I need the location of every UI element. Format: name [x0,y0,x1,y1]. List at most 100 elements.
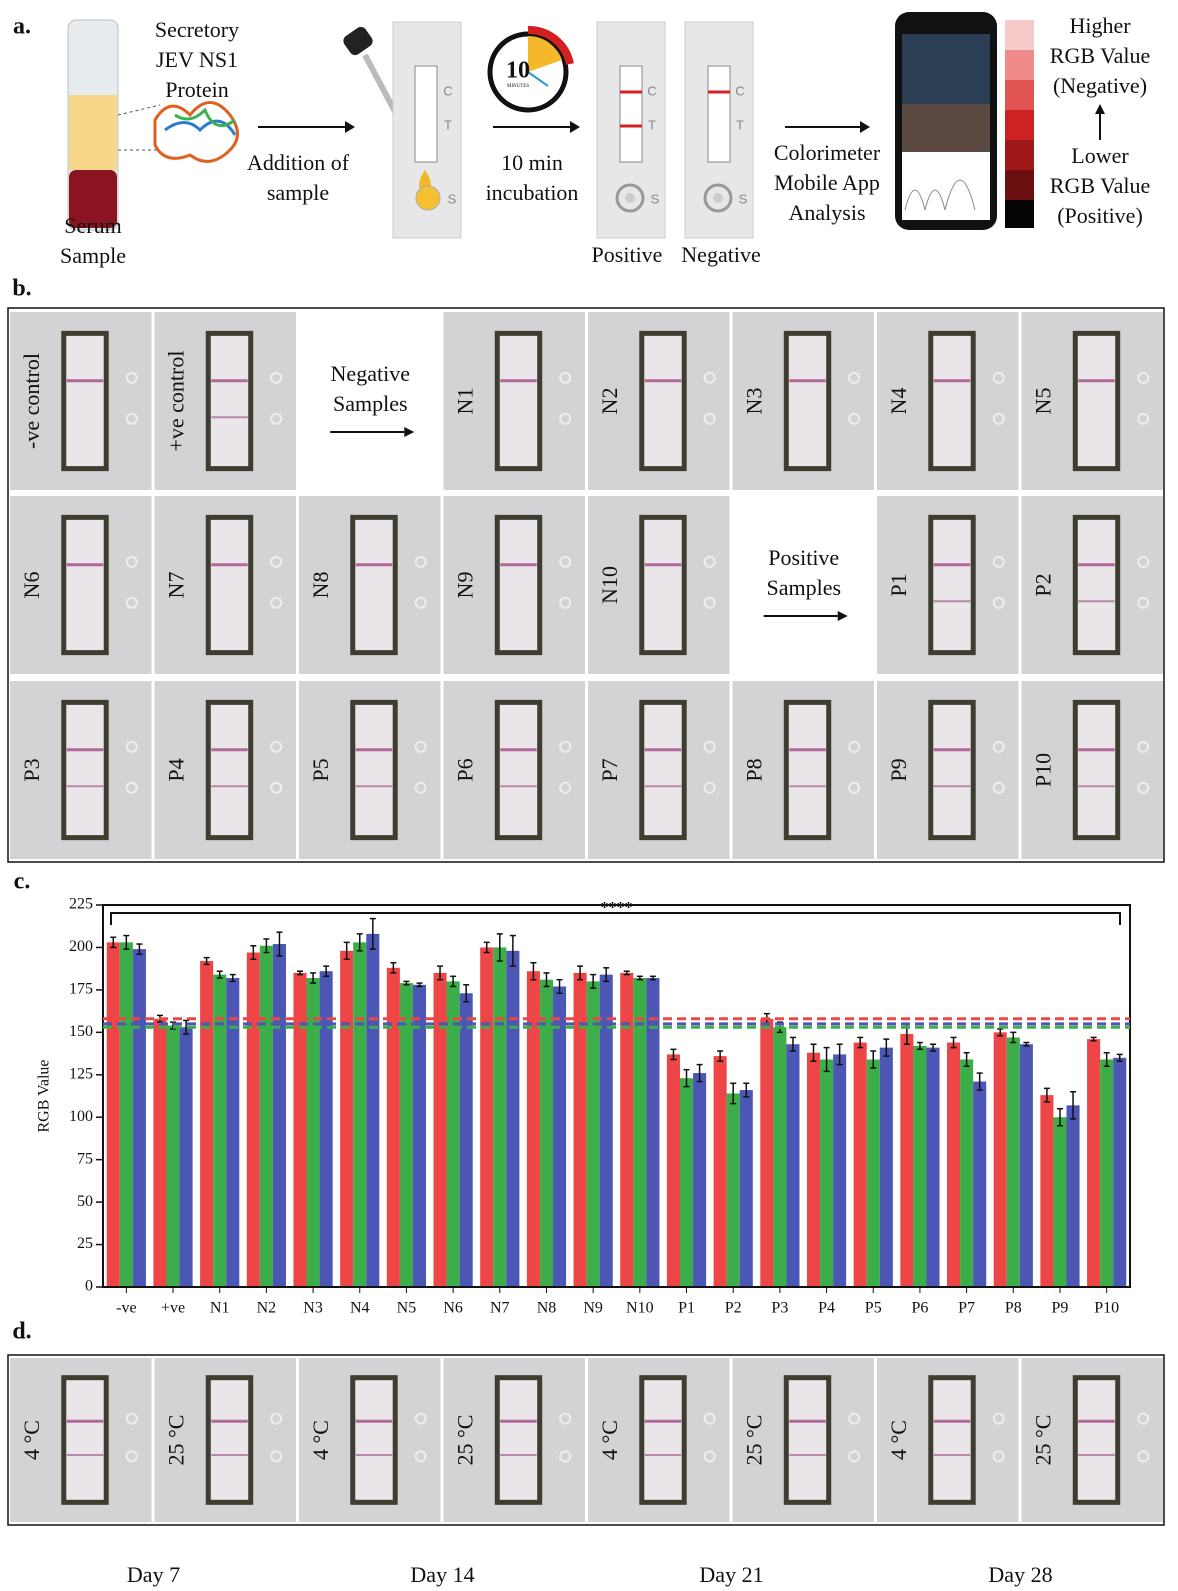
strip-mark [1137,412,1150,425]
bar [340,950,354,1287]
bar [226,978,240,1287]
strip-letter: S [739,191,748,206]
x-tick-label: N10 [626,1300,654,1317]
strip-mark [125,412,138,425]
strip-mark [1137,371,1150,384]
text: c. [14,869,31,895]
error-bar [509,934,516,967]
text: Samples [766,575,841,600]
text: Serum [64,213,121,238]
strip-mark [992,555,1005,568]
error-bar [110,936,117,949]
strip-window [783,1375,832,1505]
strip-mark [1137,1412,1150,1425]
strip-label: P10 [1031,753,1056,787]
bar [446,981,460,1287]
bar [319,971,333,1287]
strip-mark [992,781,1005,794]
x-tick-label: P5 [865,1300,882,1317]
strip-window [205,1375,254,1505]
error-bar [810,1043,817,1062]
bar [820,1059,834,1287]
strip-label: N4 [886,388,911,415]
error-bar [310,972,317,984]
strip-letter: T [648,117,656,132]
bar [760,1018,774,1287]
text: incubation [486,180,579,205]
bar [493,947,507,1287]
error-bar [450,975,457,988]
bar [306,978,320,1287]
bar [879,1047,893,1287]
text: Day 7 [127,1562,180,1587]
bar [553,986,567,1287]
x-tick-label: N4 [350,1300,370,1317]
strip-window [494,1375,543,1505]
strip-mark [1137,1450,1150,1463]
bar [586,981,600,1287]
x-tick-label: N3 [303,1300,323,1317]
text: MINUTES [507,84,529,89]
y-tick-label: 50 [77,1193,93,1210]
x-tick-label: N8 [537,1300,557,1317]
y-tick-label: 75 [77,1150,93,1167]
x-tick-label: P9 [1052,1300,1069,1317]
error-bar [577,965,584,981]
bar [866,1059,880,1287]
bar [480,947,494,1287]
error-bar [250,944,257,961]
strip-mark [270,1412,283,1425]
bar [119,942,133,1287]
error-bar [883,1038,890,1057]
strip-mark [1137,740,1150,753]
strip-letter: C [647,83,656,98]
strip-label: N3 [742,388,767,415]
error-bar [950,1036,957,1049]
bar [1087,1039,1101,1287]
error-bar [483,941,490,954]
text: Colorimeter [774,140,881,165]
text: Secretory [155,17,239,42]
strip-label: N7 [164,572,189,599]
error-bar [976,1072,983,1091]
strip-mark [703,740,716,753]
strip-mark [848,412,861,425]
strip-mark [848,1450,861,1463]
text: 10 [506,58,530,84]
strip-mark [703,412,716,425]
strip-mark [414,1412,427,1425]
error-bar [649,975,656,981]
panel-d-frame [7,1354,1165,1526]
text: Day 14 [410,1562,474,1587]
bar [1040,1095,1054,1287]
error-bar [463,984,470,1003]
strip-mark [270,555,283,568]
text: Lower [1071,143,1129,168]
text: Day 28 [988,1562,1052,1587]
error-bar [1056,1107,1063,1127]
bar [993,1032,1007,1287]
bar [713,1056,727,1287]
y-tick-label: 200 [69,938,93,955]
error-bar [356,933,363,952]
strip-window [350,514,398,656]
x-tick-label: P3 [771,1300,788,1317]
strip-mark [414,596,427,609]
error-bar [123,934,130,950]
bar [1113,1057,1127,1287]
error-bar [556,978,563,995]
error-bar [203,956,210,966]
strip-mark [703,596,716,609]
strip-window [928,514,976,656]
error-bar [930,1043,937,1052]
error-bar [857,1036,864,1049]
error-bar [183,1019,190,1035]
strip-label: P2 [1031,573,1056,596]
bar [213,974,227,1287]
bar [200,961,214,1287]
y-tick-label: 150 [69,1023,93,1040]
error-bar [1090,1036,1097,1042]
strip-window [494,699,543,841]
strip-window [928,699,976,841]
